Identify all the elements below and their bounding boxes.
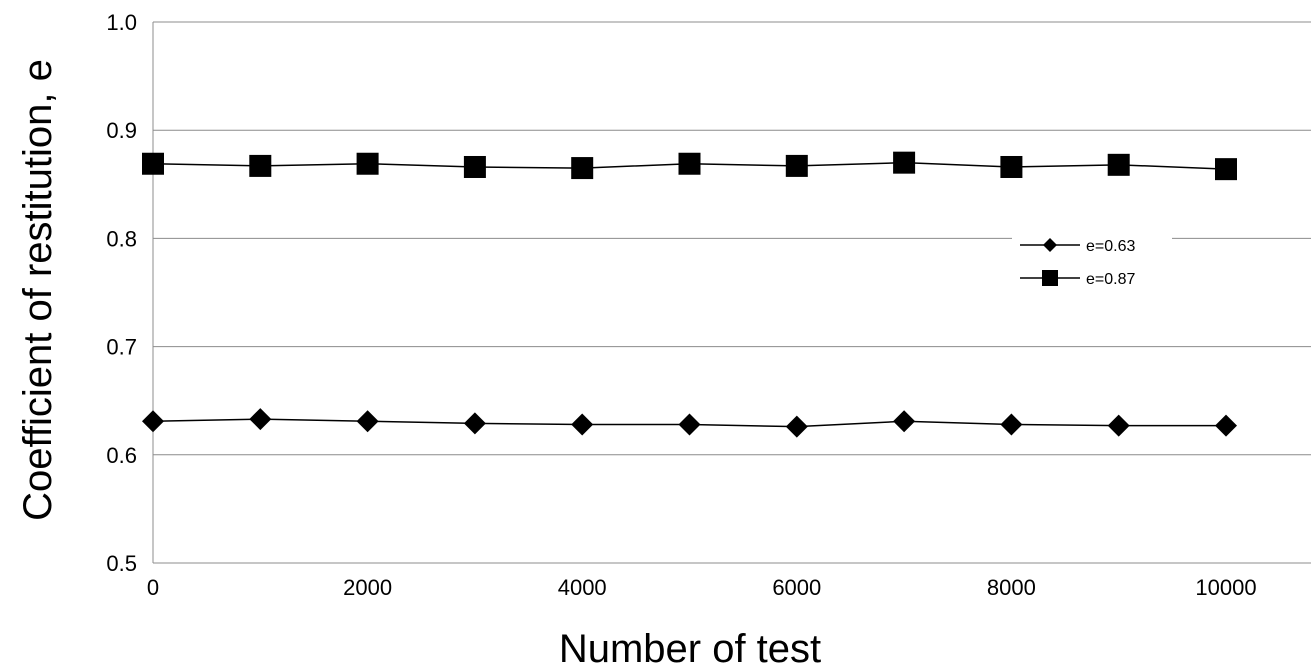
y-tick-label: 0.9: [106, 118, 137, 143]
data-point: [571, 157, 594, 180]
x-tick-label: 2000: [343, 575, 392, 600]
data-point: [893, 151, 916, 174]
gridlines: [153, 21, 1311, 564]
legend-marker: [1042, 270, 1058, 286]
y-tick-label: 0.8: [106, 226, 137, 251]
data-point: [463, 155, 486, 178]
y-tick-label: 0.7: [106, 335, 137, 360]
x-tick-label: 8000: [987, 575, 1036, 600]
data-point: [1215, 158, 1237, 181]
legend-label: e=0.63: [1086, 238, 1135, 255]
legend: e=0.63 e=0.87: [1012, 228, 1172, 294]
data-point: [893, 410, 916, 433]
legend-marker: [1043, 238, 1057, 252]
data-point: [249, 154, 272, 177]
data-point: [785, 415, 808, 438]
data-point: [1000, 155, 1023, 178]
data-point: [463, 412, 486, 435]
data-point: [571, 413, 594, 436]
data-point: [142, 152, 164, 175]
data-point: [1107, 153, 1130, 176]
data-point: [356, 152, 379, 175]
y-tick-label: 1.0: [106, 10, 137, 35]
data-point: [1107, 414, 1130, 437]
x-tick-label: 10000: [1195, 575, 1256, 600]
legend-label: e=0.87: [1086, 271, 1135, 288]
series-square: [142, 151, 1237, 181]
y-tick-label: 0.5: [106, 551, 137, 576]
x-tick-label: 6000: [772, 575, 821, 600]
data-point: [142, 410, 164, 433]
data-point: [249, 408, 272, 431]
series: [142, 151, 1237, 438]
series-diamond: [142, 408, 1237, 438]
legend-background: [1012, 228, 1172, 294]
y-axis-title: Coefficient of restitution, e: [16, 59, 60, 521]
data-point: [1000, 413, 1023, 436]
data-point: [1215, 414, 1237, 437]
x-tick-label: 4000: [558, 575, 607, 600]
data-point: [356, 410, 379, 433]
x-axis-title: Number of test: [559, 627, 821, 670]
x-tick-label: 0: [147, 575, 159, 600]
data-point: [678, 152, 701, 175]
data-point: [785, 154, 808, 177]
tick-labels: 0.5 0.6 0.7 0.8 0.9 1.0 0 2000 4000 6000 8000 10000: [106, 10, 1256, 600]
y-tick-label: 0.6: [106, 443, 137, 468]
data-point: [678, 413, 701, 436]
